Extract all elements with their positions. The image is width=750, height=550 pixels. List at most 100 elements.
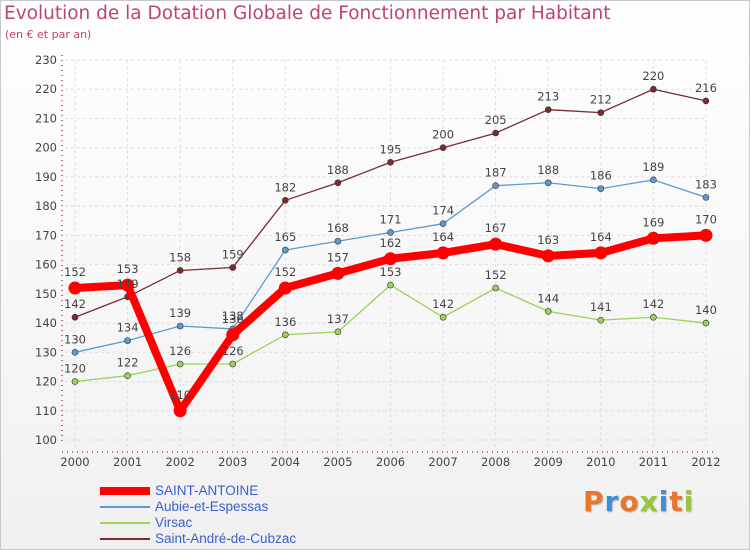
data-label-saint-antoine-2002: 110: [169, 388, 191, 402]
chart-subtitle: (en € et par an): [5, 28, 92, 41]
data-label-virsac-2008: 152: [485, 268, 507, 282]
point-saint-antoine-2002: [173, 404, 187, 418]
data-label-saint-antoine-2000: 152: [64, 265, 86, 279]
data-label-saint-andre-de-cubzac-2002: 158: [169, 250, 191, 264]
point-saint-andre-de-cubzac-2009: [544, 106, 552, 113]
data-label-aubie-et-espessas-2000: 130: [64, 332, 86, 346]
point-saint-andre-de-cubzac-2008: [492, 129, 499, 137]
point-virsac-2012: [702, 319, 710, 327]
x-tick-label-2009: 2009: [534, 455, 563, 469]
logo-letter: x: [639, 485, 659, 518]
y-tick-label-170: 170: [35, 228, 57, 242]
legend-label-saint-antoine: SAINT-ANTOINE: [155, 483, 259, 498]
data-label-aubie-et-espessas-2010: 186: [590, 169, 612, 183]
data-label-virsac-2004: 136: [274, 315, 296, 329]
y-tick-label-150: 150: [35, 287, 57, 301]
point-saint-andre-de-cubzac-2011: [650, 85, 657, 93]
point-virsac-2000: [71, 378, 79, 385]
legend-label-virsac: Virsac: [155, 515, 193, 530]
point-aubie-et-espessas-2001: [124, 337, 131, 344]
point-saint-andre-de-cubzac-2010: [597, 109, 605, 116]
point-aubie-et-espessas-2009: [544, 179, 552, 187]
data-label-saint-antoine-2009: 163: [537, 233, 559, 247]
data-label-virsac-2005: 137: [327, 312, 349, 326]
legend-swatch-saint-andre-de-cubzac: [100, 538, 150, 540]
data-label-saint-antoine-2005: 157: [327, 250, 349, 264]
x-tick-label-2003: 2003: [218, 455, 247, 469]
point-aubie-et-espessas-2006: [387, 229, 394, 236]
data-label-virsac-2009: 144: [537, 291, 559, 305]
x-tick-label-2005: 2005: [323, 455, 352, 469]
data-labels: 142 149 158 159 182 188 195 200 205 213 212 220 216 1…: [64, 69, 717, 402]
x-tick-label-2004: 2004: [271, 455, 300, 469]
point-saint-antoine-2004: [278, 281, 292, 295]
y-tick-label-130: 130: [35, 345, 57, 359]
point-aubie-et-espessas-2004: [282, 246, 289, 254]
data-label-saint-antoine-2006: 162: [380, 236, 402, 250]
data-label-aubie-et-espessas-2003: 138: [222, 309, 244, 323]
data-label-saint-andre-de-cubzac-2003: 159: [222, 248, 244, 262]
point-saint-antoine-2006: [383, 252, 397, 266]
data-label-aubie-et-espessas-2009: 188: [537, 163, 559, 177]
legend-swatch-aubie-et-espessas: [100, 506, 150, 508]
x-tick-label-2011: 2011: [639, 455, 668, 469]
point-aubie-et-espessas-2008: [492, 182, 499, 189]
y-tick-label-160: 160: [35, 258, 57, 272]
point-virsac-2007: [439, 313, 447, 321]
point-aubie-et-espessas-2010: [597, 185, 605, 192]
data-label-aubie-et-espessas-2002: 139: [169, 306, 191, 320]
data-label-virsac-2007: 142: [432, 297, 454, 311]
data-label-saint-andre-de-cubzac-2011: 220: [642, 69, 664, 83]
logo-letter: r: [604, 485, 620, 518]
x-tick-label-2010: 2010: [586, 455, 615, 469]
point-saint-andre-de-cubzac-2012: [702, 97, 710, 105]
legend-label-saint-andre-de-cubzac: Saint-André-de-Cubzac: [155, 531, 297, 546]
point-saint-antoine-2001: [121, 278, 135, 292]
logo-letter: o: [619, 485, 640, 518]
data-label-virsac-2010: 141: [590, 300, 612, 314]
y-tick-label-190: 190: [35, 170, 57, 184]
point-saint-andre-de-cubzac-2003: [229, 264, 237, 271]
x-tick-label-2008: 2008: [481, 455, 510, 469]
data-label-aubie-et-espessas-2007: 174: [432, 204, 454, 218]
axes: 100 110 120 130 140 150 160 170 180 190 200 210 220 2…: [35, 53, 721, 469]
point-virsac-2009: [544, 308, 552, 315]
point-virsac-2003: [229, 360, 237, 368]
point-virsac-2001: [124, 372, 131, 379]
point-virsac-2008: [492, 284, 499, 292]
data-label-saint-antoine-2001: 153: [117, 262, 139, 276]
data-label-virsac-2003: 126: [222, 344, 244, 358]
point-aubie-et-espessas-2005: [334, 237, 342, 245]
point-virsac-2011: [650, 313, 657, 321]
point-saint-antoine-2009: [541, 249, 555, 263]
data-label-saint-andre-de-cubzac-2004: 182: [274, 180, 296, 194]
data-label-aubie-et-espessas-2001: 134: [117, 321, 139, 335]
data-label-virsac-2002: 126: [169, 344, 191, 358]
series-group: [68, 85, 713, 418]
point-virsac-2002: [176, 360, 184, 368]
y-tick-label-110: 110: [35, 404, 57, 418]
point-saint-andre-de-cubzac-2004: [282, 197, 289, 204]
x-tick-label-2006: 2006: [376, 455, 405, 469]
legend-swatch-saint-antoine: [100, 487, 150, 495]
data-label-aubie-et-espessas-2006: 171: [380, 212, 402, 226]
data-label-virsac-2012: 140: [695, 303, 717, 317]
data-label-saint-antoine-2004: 152: [274, 265, 296, 279]
y-tick-label-100: 100: [35, 433, 57, 447]
logo-letter: i: [683, 485, 695, 518]
data-label-virsac-2001: 122: [117, 356, 139, 370]
x-tick-label-2001: 2001: [113, 455, 142, 469]
chart-title: Evolution de la Dotation Globale de Fonc…: [4, 3, 611, 24]
data-label-saint-andre-de-cubzac-2005: 188: [327, 163, 349, 177]
data-label-saint-antoine-2003: 136: [222, 312, 244, 326]
data-label-saint-antoine-2008: 167: [485, 221, 507, 235]
data-label-aubie-et-espessas-2012: 183: [695, 177, 717, 191]
point-aubie-et-espessas-2012: [702, 194, 710, 201]
logo-letter: t: [669, 485, 684, 518]
data-label-saint-andre-de-cubzac-2009: 213: [537, 90, 559, 104]
logo-letter: P: [583, 485, 605, 518]
data-label-virsac-2000: 120: [64, 362, 86, 376]
data-label-saint-andre-de-cubzac-2010: 212: [590, 93, 612, 107]
